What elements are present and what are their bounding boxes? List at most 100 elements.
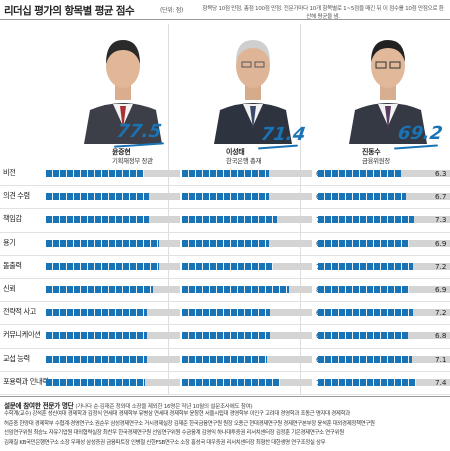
category-label: 용기 [3,237,16,247]
bar [46,332,147,340]
participant-line: 수학계(교수) 강석훈 성신여대 경제학과 김정식 연세대 경제학부 유병삼 연… [4,411,350,417]
value-label: 7.3 [435,215,447,225]
category-label: 전략적 사고 [3,307,36,317]
bar [46,286,154,293]
average-score: 77.5 [115,121,163,142]
bar-track [46,309,180,317]
bar [182,355,267,363]
column-separator [300,24,301,395]
row-divider [0,301,450,303]
bar [46,170,144,177]
value-label: 7.1 [435,354,447,364]
bar [318,239,410,247]
bar-track [318,239,450,247]
portrait-photo [349,40,427,144]
row-divider [0,394,450,395]
bar-track [46,378,180,386]
unit-label: (단위: 점) [160,7,184,14]
bar-track [318,193,450,201]
value-label: 7.2 [435,261,447,271]
bar-track [46,193,180,201]
bar-track [46,355,180,363]
bar-track [182,378,312,386]
bar-track [318,262,450,270]
bar-track [46,216,180,224]
bar [318,378,416,386]
leader-name: 윤증현 [112,148,131,156]
bar [182,262,273,270]
category-label: 신뢰 [3,284,16,293]
section-divider [0,396,450,397]
bar-track [318,286,450,293]
value-label: 6.9 [435,238,447,248]
bar-track [46,239,180,247]
portrait-photo [84,40,162,144]
value-label: 7.2 [435,308,447,318]
survey-description: (가나다 순·김재준 청와대 소장을 제외한 16명은 작년 10월의 설문조사… [75,404,253,410]
score-underline [393,144,439,150]
average-score: 69.2 [396,123,444,144]
bar-track [318,355,450,363]
bar [318,216,415,224]
leader-role: 기획재정부 장관 [112,157,153,165]
bar-track [182,239,312,247]
bar-track [46,262,180,270]
bar-track [318,332,450,340]
leader-name: 진동수 [362,148,381,156]
bar [318,309,414,317]
bar [182,309,271,317]
category-label: 포용력과 인내력 [3,376,49,386]
bar [182,332,271,340]
bar-track [182,170,312,177]
row-divider [0,231,450,233]
leader-role: 금융위원장 [362,157,390,165]
title-divider [0,19,450,20]
chart-title: 리더십 평가의 항목별 평균 점수 [4,5,135,17]
bar-track [182,216,312,224]
bar-track [182,286,312,293]
bar-track [318,378,450,386]
row-divider [0,347,450,349]
bar [46,216,150,224]
average-score: 71.4 [259,124,307,145]
participant-line: 선임연구위원 최승노 자유기업원 대외협력실장 최찬우 한국경제연구원 선임연구… [4,430,344,437]
category-label: 의견 수렴 [3,191,30,201]
category-label: 비전 [3,168,16,177]
survey-title: 설문에 참여한 전문가 명단 (가나다 순·김재준 청와대 소장을 제외한 16… [4,400,253,410]
bar-track [46,332,180,340]
scoring-note: 항목당 10점 만점, 총점 100점 만점. 전문가마다 10개 항목별로 1… [202,6,444,21]
bar [182,170,270,177]
bar [46,239,159,247]
value-label: 7.4 [435,377,447,387]
bar [318,170,402,177]
category-label: 교섭 능력 [3,353,30,363]
row-divider [0,208,450,210]
bar [182,286,289,293]
bar [182,378,280,386]
bar [46,378,146,386]
bar [46,262,159,270]
bar-track [46,170,180,177]
row-divider [0,278,450,279]
value-label: 6.7 [435,192,447,202]
row-divider [0,185,450,187]
bar-track [46,286,180,293]
bar [182,216,277,224]
bar-track [182,262,312,270]
bar [318,286,410,293]
score-underline [257,144,299,150]
participant-line: 허준중 한양대 경제학부 수협계·경영연구소 권순우 삼성경제연구소 거시경제실… [4,420,375,427]
bar [318,193,407,201]
bar-track [318,170,450,177]
category-label: 책임감 [3,214,22,224]
bar [318,332,408,340]
bar-track [182,309,312,317]
bar-track [182,355,312,363]
category-label: 커뮤니케이션 [3,330,41,340]
participant-list: 수학계(교수) 강석훈 성신여대 경제학과 김정식 연세대 경제학부 유병삼 연… [4,410,446,448]
bar-track [182,332,312,340]
value-label: 6.3 [435,169,447,178]
portrait-photo [214,40,292,144]
row-divider [0,254,450,256]
bar [182,239,270,247]
